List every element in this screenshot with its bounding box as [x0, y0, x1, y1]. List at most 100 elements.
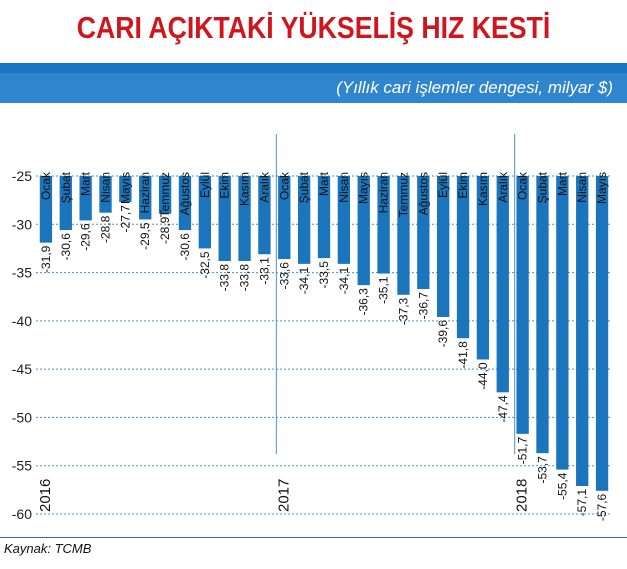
subtitle-band — [0, 73, 627, 103]
year-label: 2018 — [514, 479, 531, 512]
month-label: Nisan — [99, 172, 113, 203]
bar — [317, 176, 331, 259]
value-label: -33,5 — [317, 261, 331, 289]
bar — [397, 176, 410, 295]
y-tick-label: -45 — [12, 361, 32, 377]
month-label: Temmuz — [158, 172, 172, 217]
bar — [595, 176, 609, 491]
month-label: Eylül — [436, 172, 450, 198]
value-label: -55,4 — [555, 472, 569, 500]
value-label: -41,8 — [456, 341, 470, 369]
source-note: Kaynak: TCMB — [4, 541, 92, 556]
y-tick-label: -40 — [12, 313, 32, 329]
month-label: Ocak — [277, 171, 291, 200]
month-label: Eylül — [198, 172, 212, 198]
month-label: Haziran — [138, 172, 152, 213]
y-tick-label: -30 — [12, 216, 32, 232]
value-label: -36,3 — [357, 288, 371, 316]
chart-subtitle: (Yıllık cari işlemler dengesi, milyar $) — [336, 78, 613, 97]
value-label: -51,7 — [516, 437, 530, 465]
month-label: Aralık — [257, 171, 271, 203]
bar — [576, 176, 589, 486]
bar — [198, 176, 211, 249]
value-label: -57,6 — [595, 494, 609, 522]
y-tick-label: -60 — [12, 506, 32, 522]
bar — [456, 176, 470, 339]
bar — [39, 176, 53, 243]
month-label: Temmuz — [396, 172, 410, 217]
value-label: -57,1 — [575, 489, 589, 517]
value-label: -34,1 — [297, 267, 311, 295]
month-label: Nisan — [575, 172, 589, 203]
value-label: -47,4 — [496, 395, 510, 423]
month-label: Ocak — [39, 171, 53, 200]
year-label: 2017 — [275, 479, 292, 512]
month-label: Aralık — [496, 171, 510, 203]
month-label: Mart — [317, 171, 331, 196]
y-tick-label: -50 — [12, 409, 32, 425]
bar — [178, 176, 192, 231]
y-tick-label: -35 — [12, 265, 32, 281]
bar — [337, 176, 351, 264]
value-label: -27,7 — [118, 205, 132, 233]
y-tick-label: -55 — [12, 458, 32, 474]
bar — [238, 176, 251, 261]
bar — [536, 176, 549, 454]
bar — [476, 176, 490, 360]
year-label: 2016 — [37, 479, 54, 512]
header-banner — [0, 63, 627, 73]
month-label: Ekim — [218, 172, 232, 199]
month-label: Ağustos — [178, 172, 192, 215]
value-label: -31,9 — [39, 245, 53, 273]
month-label: Mart — [79, 171, 93, 196]
y-tick-label: -25 — [12, 168, 32, 184]
value-label: -44,0 — [476, 362, 490, 390]
bar — [278, 176, 291, 260]
value-label: -39,6 — [436, 320, 450, 348]
bar — [258, 176, 271, 255]
value-label: -33,8 — [238, 264, 252, 292]
bar — [556, 176, 569, 470]
month-label: Ocak — [516, 171, 530, 200]
value-label: -30,6 — [59, 233, 73, 261]
chart-title: CARI AÇIKTAKİ YÜKSELİŞ HIZ KESTİ — [76, 10, 551, 45]
bar — [218, 176, 231, 261]
bar — [119, 176, 132, 203]
value-label: -35,1 — [377, 276, 391, 304]
month-label: Mayıs — [357, 172, 371, 204]
month-label: Şubat — [297, 171, 311, 203]
month-label: Ağustos — [416, 172, 430, 215]
bar — [79, 176, 92, 221]
month-label: Nisan — [337, 172, 351, 203]
value-label: -33,1 — [257, 257, 271, 285]
value-label: -32,5 — [198, 251, 212, 279]
value-label: -30,6 — [178, 233, 192, 261]
month-label: Mayıs — [118, 172, 132, 204]
bar — [139, 176, 152, 220]
month-label: Ekim — [456, 172, 470, 199]
bar — [437, 176, 450, 317]
month-label: Şubat — [535, 171, 549, 203]
bar-chart: -25 -30 -35 -40 -45 -50 -55 -60 Ocak -31,9 Şubat -3… — [12, 134, 612, 522]
value-label: -36,7 — [416, 292, 430, 320]
value-label: -28,8 — [99, 215, 113, 243]
month-label: Mayıs — [595, 172, 609, 204]
month-label: Haziran — [377, 172, 391, 213]
month-label: Mart — [555, 171, 569, 196]
value-label: -53,7 — [535, 456, 549, 484]
value-label: -37,3 — [396, 297, 410, 325]
bar — [377, 176, 390, 274]
bar — [59, 176, 72, 231]
source-divider — [0, 537, 627, 538]
month-label: Kasım — [476, 172, 490, 206]
bar — [297, 176, 311, 264]
bar — [99, 176, 112, 213]
bar — [158, 176, 172, 214]
value-label: -28,9 — [158, 216, 172, 244]
bar — [357, 176, 370, 286]
bar — [496, 176, 509, 393]
value-label: -29,5 — [138, 222, 152, 250]
value-label: -33,6 — [277, 262, 291, 290]
bar — [516, 176, 529, 434]
month-label: Kasım — [238, 172, 252, 206]
